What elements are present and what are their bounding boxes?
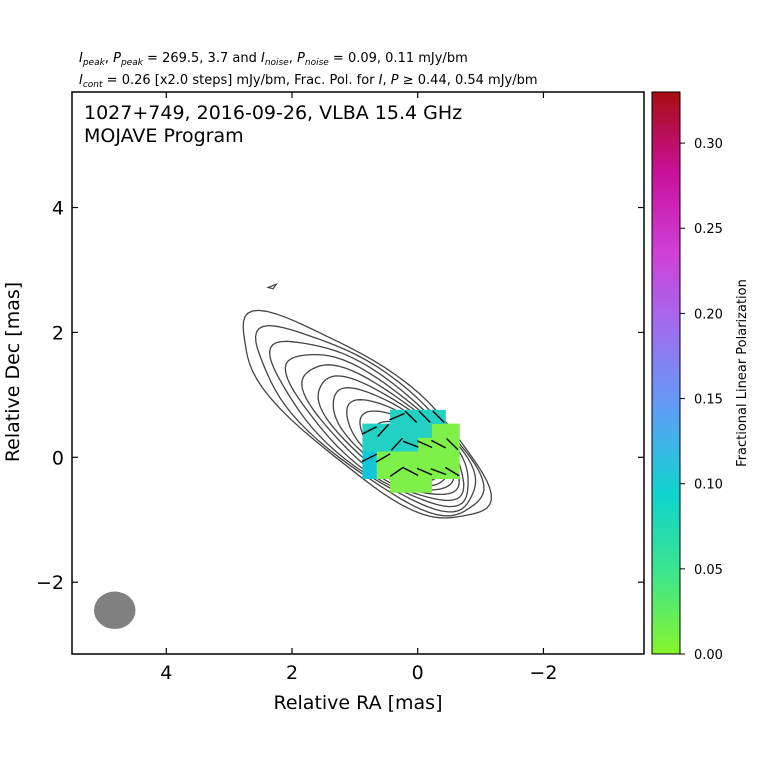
polarization-pixel (376, 437, 391, 452)
evpa-stick (402, 440, 419, 448)
y-axis-ticks: 4 2 0 −2 (36, 198, 644, 594)
x-tick-label: 0 (412, 662, 424, 684)
colorbar (651, 91, 681, 655)
contour-level (317, 375, 460, 496)
polarization-pixel (445, 423, 460, 438)
evpa-stick (404, 410, 418, 423)
evpa-stick (390, 437, 404, 451)
polarization-pixel (403, 451, 419, 466)
y-tick-label: 2 (52, 322, 64, 344)
evpa-stick (430, 439, 447, 449)
polarization-pixel (403, 478, 419, 493)
evpa-stick (416, 467, 433, 476)
colorbar-tick-label: 0.15 (694, 393, 723, 408)
evpa-stick (403, 467, 419, 477)
contour-level (332, 387, 455, 491)
contour-level (254, 324, 485, 517)
contour-level (346, 399, 449, 487)
beam-ellipse (94, 591, 136, 630)
colorbar-label: Fractional Linear Polarization (735, 279, 750, 467)
contour-level (242, 309, 492, 519)
polarization-pixel (417, 478, 432, 493)
header-line-1: Ipeak, Ppeak = 269.5, 3.7 and Inoise, Pn… (79, 51, 468, 68)
evpa-stick (389, 466, 405, 477)
polarization-pixel (362, 437, 377, 452)
colorbar-tick-label: 0.10 (694, 478, 723, 493)
colorbar-tick-label: 0.20 (694, 307, 723, 322)
colorbar-tick-label: 0.05 (694, 563, 723, 578)
evpa-stick (418, 410, 431, 423)
plot-area: 4 2 0 −2 4 2 0 −2 (36, 91, 645, 684)
evpa-stick (416, 440, 433, 449)
colorbar-ticks: 0.00 0.05 0.10 0.15 0.20 0.25 0.30 (680, 137, 723, 663)
evpa-stick (361, 426, 377, 435)
contour-level (301, 364, 465, 502)
polarization-pixel (431, 423, 446, 438)
contour-level (284, 353, 469, 508)
evpa-stick (389, 412, 405, 421)
polarization-pixel (417, 451, 432, 466)
y-tick-label: −2 (36, 572, 64, 594)
evpa-stick (430, 468, 447, 476)
y-tick-label: 0 (52, 447, 64, 469)
polarization-pixel (376, 464, 391, 479)
polarization-pixel (390, 478, 405, 493)
polarization-pixel (417, 423, 432, 438)
polarization-pixel (403, 423, 419, 438)
polarization-pixel (390, 423, 405, 438)
evpa-stick (361, 453, 377, 463)
x-axis-label: Relative RA [mas] (273, 692, 442, 714)
evpa-stick (375, 453, 391, 463)
x-tick-label: 4 (160, 662, 172, 684)
evpa-stick (377, 423, 390, 437)
source-annotation: 1027+749, 2016-09-26, VLBA 15.4 GHz (84, 102, 462, 124)
x-tick-label: −2 (529, 662, 557, 684)
header-line-2: Icont = 0.26 [x2.0 steps] mJy/bm, Frac. … (79, 73, 538, 90)
polarization-pixel (431, 451, 446, 466)
polarization-pixel (390, 451, 405, 466)
colorbar-tick-label: 0.00 (694, 648, 723, 663)
contour-blip (266, 283, 278, 290)
x-tick-label: 2 (286, 662, 298, 684)
y-axis-label: Relative Dec [mas] (2, 282, 24, 462)
evpa-stick (444, 466, 460, 477)
plot-frame (71, 91, 645, 655)
polarization-pixel (362, 464, 377, 479)
polarization-pixel (445, 451, 460, 466)
program-annotation: MOJAVE Program (84, 125, 244, 147)
colorbar-tick-label: 0.30 (694, 137, 723, 152)
colorbar-tick-label: 0.25 (694, 222, 723, 237)
y-tick-label: 4 (52, 198, 64, 220)
x-axis-ticks: 4 2 0 −2 (160, 92, 557, 684)
evpa-stick (432, 410, 445, 423)
evpa-vectors (361, 410, 460, 477)
evpa-stick (446, 438, 459, 451)
contour-level (268, 340, 477, 513)
